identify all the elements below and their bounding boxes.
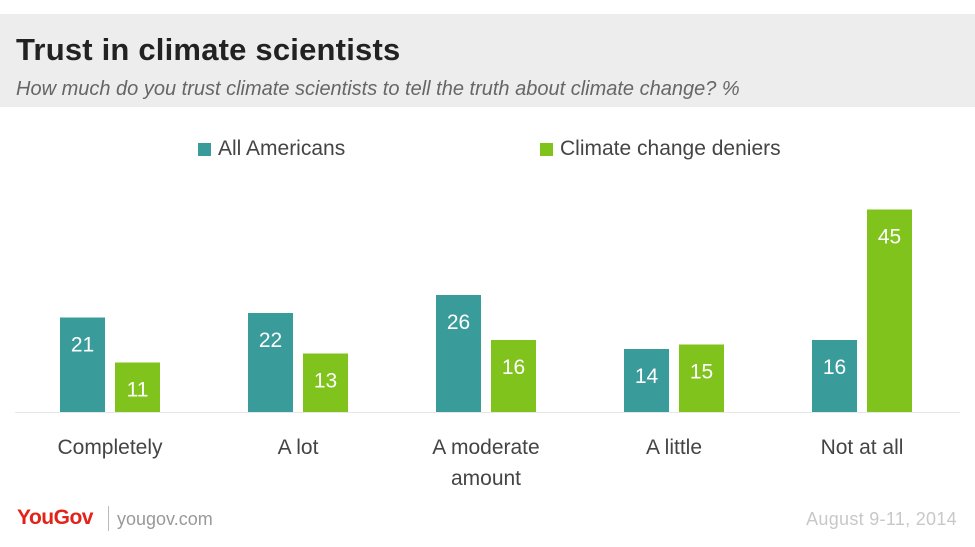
data-label-all-americans-0: 21: [71, 334, 94, 357]
category-label-3: A little: [646, 436, 702, 459]
category-label-2-line-1: amount: [451, 467, 521, 490]
bar-deniers-2: [491, 340, 536, 412]
legend-swatch-all-americans: [198, 142, 211, 156]
yougov-logo: YouGov: [17, 506, 93, 529]
legend-item-all-americans: All Americans: [198, 137, 345, 161]
chart-subtitle: How much do you trust climate scientists…: [16, 78, 740, 100]
legend-label-all-americans: All Americans: [218, 137, 346, 160]
data-label-all-americans-4: 16: [823, 356, 846, 379]
bar-deniers-1: [303, 353, 348, 412]
bar-deniers-0: [115, 362, 160, 412]
bar-deniers-3: [679, 344, 724, 412]
bar-all-americans-2: [436, 295, 481, 412]
bar-all-americans-0: [60, 317, 105, 412]
data-label-all-americans-3: 14: [635, 365, 659, 388]
legend-item-deniers: Climate change deniers: [540, 137, 781, 161]
legend-swatch-deniers: [540, 142, 553, 156]
bar-all-americans-3: [624, 349, 669, 412]
data-label-deniers-0: 11: [127, 379, 149, 402]
category-label-4: Not at all: [821, 436, 904, 459]
footer-date: August 9-11, 2014: [806, 509, 957, 529]
footer-divider: [108, 506, 109, 531]
data-label-all-americans-1: 22: [259, 329, 282, 352]
bar-deniers-4: [867, 209, 912, 412]
bar-all-americans-1: [248, 313, 293, 412]
category-label-2-line-0: A moderate: [432, 436, 539, 459]
data-label-all-americans-2: 26: [447, 311, 470, 334]
data-label-deniers-2: 16: [502, 356, 525, 379]
data-label-deniers-4: 45: [878, 226, 901, 249]
category-label-1: A lot: [278, 436, 319, 459]
bar-all-americans-4: [812, 340, 857, 412]
chart-title: Trust in climate scientists: [16, 32, 401, 67]
data-label-deniers-3: 15: [690, 361, 713, 384]
category-label-0: Completely: [57, 436, 163, 459]
data-label-deniers-1: 13: [314, 370, 337, 393]
legend-label-deniers: Climate change deniers: [560, 137, 781, 160]
header-band: Trust in climate scientists How much do …: [0, 14, 975, 107]
footer-site-link[interactable]: yougov.com: [117, 509, 213, 529]
